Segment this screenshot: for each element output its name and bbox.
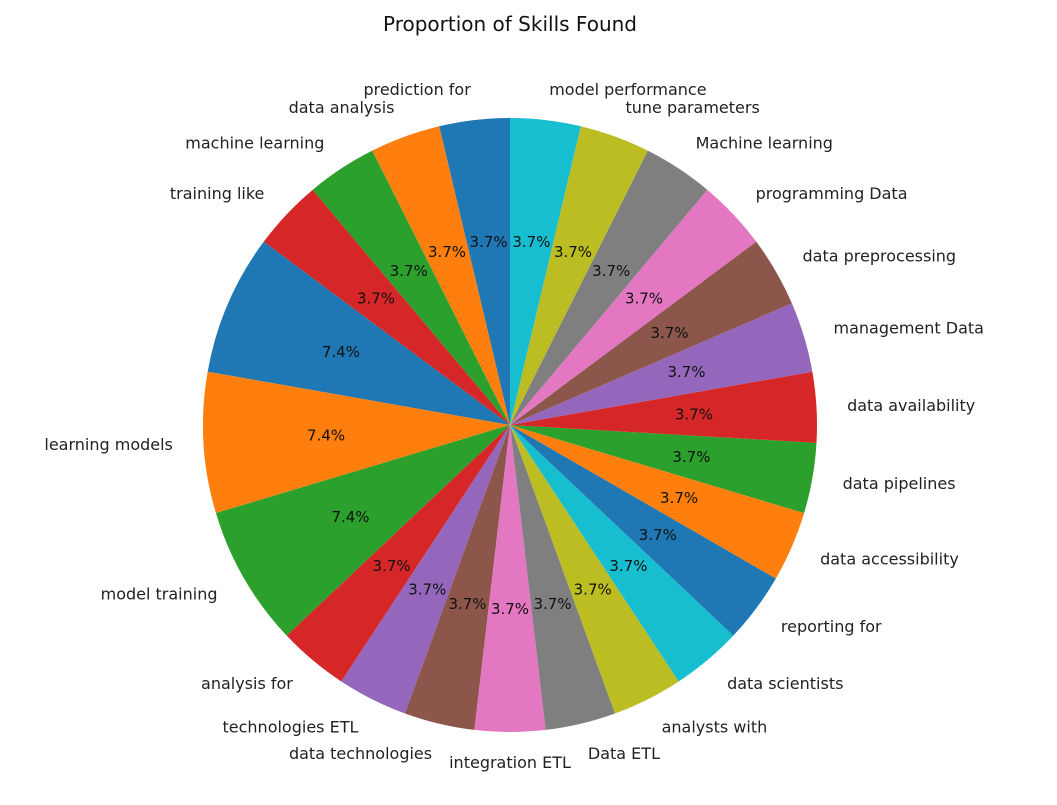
pie-slice	[510, 118, 581, 425]
pie-slice	[510, 425, 679, 714]
pie-slice	[439, 118, 510, 425]
pie-slice	[510, 303, 813, 425]
slice-label: Data ETL	[588, 744, 660, 763]
slice-percent-label: 3.7%	[533, 595, 571, 613]
pie-slice	[510, 126, 648, 425]
slice-percent-label: 3.7%	[667, 363, 705, 381]
slice-percent-label: 3.7%	[660, 489, 698, 507]
pie-slice	[510, 425, 817, 514]
slice-label: learning models	[44, 435, 173, 454]
slice-label: data preprocessing	[803, 247, 957, 266]
pie-slice	[207, 241, 510, 425]
slice-percent-label: 7.4%	[331, 508, 369, 526]
pie-slice	[263, 189, 510, 425]
slice-label: data technologies	[289, 744, 432, 763]
pie-slice	[312, 150, 510, 425]
slice-percent-label: 3.7%	[408, 581, 446, 599]
slice-label: model training	[101, 584, 218, 603]
pie-slice	[474, 425, 546, 732]
slice-label: machine learning	[185, 133, 324, 152]
pie-slice	[286, 425, 510, 682]
slice-label: programming Data	[756, 184, 908, 203]
slice-percent-label: 3.7%	[609, 557, 647, 575]
slice-label: training like	[170, 184, 265, 203]
slice-label: management Data	[834, 319, 984, 338]
slice-percent-label: 3.7%	[470, 233, 508, 251]
slice-percent-label: 3.7%	[428, 243, 466, 261]
pie-slice	[202, 371, 510, 514]
slice-percent-label: 3.7%	[390, 262, 428, 280]
slice-label: analysts with	[662, 717, 768, 736]
percent-labels: 3.7%3.7%3.7%3.7%7.4%7.4%7.4%3.7%3.7%3.7%…	[307, 233, 713, 618]
pie-slice	[405, 425, 510, 730]
slice-label: model performance	[549, 80, 706, 99]
slice-percent-label: 3.7%	[512, 233, 550, 251]
pie-slice	[510, 189, 757, 425]
slice-percent-label: 3.7%	[554, 243, 592, 261]
slice-percent-label: 3.7%	[625, 290, 663, 308]
slice-label: data pipelines	[843, 474, 956, 493]
slice-percent-label: 3.7%	[592, 262, 630, 280]
slice-percent-label: 7.4%	[322, 343, 360, 361]
slice-label: data scientists	[727, 674, 843, 693]
slice-percent-label: 3.7%	[491, 600, 529, 618]
slice-label: Machine learning	[696, 133, 833, 152]
slice-label: data availability	[847, 396, 975, 415]
slice-label: data analysis	[289, 98, 395, 117]
slice-label: reporting for	[781, 617, 882, 636]
slice-percent-label: 3.7%	[639, 526, 677, 544]
pie-slice	[510, 425, 805, 579]
slice-percent-label: 3.7%	[574, 581, 612, 599]
slice-label: integration ETL	[449, 753, 571, 772]
pie-slices	[202, 118, 818, 732]
slice-percent-label: 7.4%	[307, 427, 345, 445]
slice-label: prediction for	[363, 80, 471, 99]
slice-label: tune parameters	[626, 98, 760, 117]
slice-percent-label: 3.7%	[448, 595, 486, 613]
pie-slice	[341, 425, 510, 714]
slice-label: analysis for	[201, 674, 293, 693]
slice-percent-label: 3.7%	[672, 448, 710, 466]
chart-title: Proportion of Skills Found	[383, 12, 637, 36]
pie-slice	[510, 371, 818, 443]
slice-percent-label: 3.7%	[650, 324, 688, 342]
pie-slice	[215, 425, 510, 636]
slice-percent-label: 3.7%	[373, 557, 411, 575]
pie-slice	[510, 425, 776, 636]
pie-slice	[510, 425, 734, 682]
pie-slice	[510, 150, 708, 425]
slice-percent-label: 3.7%	[357, 290, 395, 308]
pie-slice	[510, 241, 792, 425]
slice-label: data accessibility	[820, 549, 959, 568]
slice-percent-label: 3.7%	[675, 405, 713, 423]
pie-slice	[510, 425, 615, 730]
pie-slice	[372, 126, 510, 425]
slice-label: technologies ETL	[223, 717, 359, 736]
